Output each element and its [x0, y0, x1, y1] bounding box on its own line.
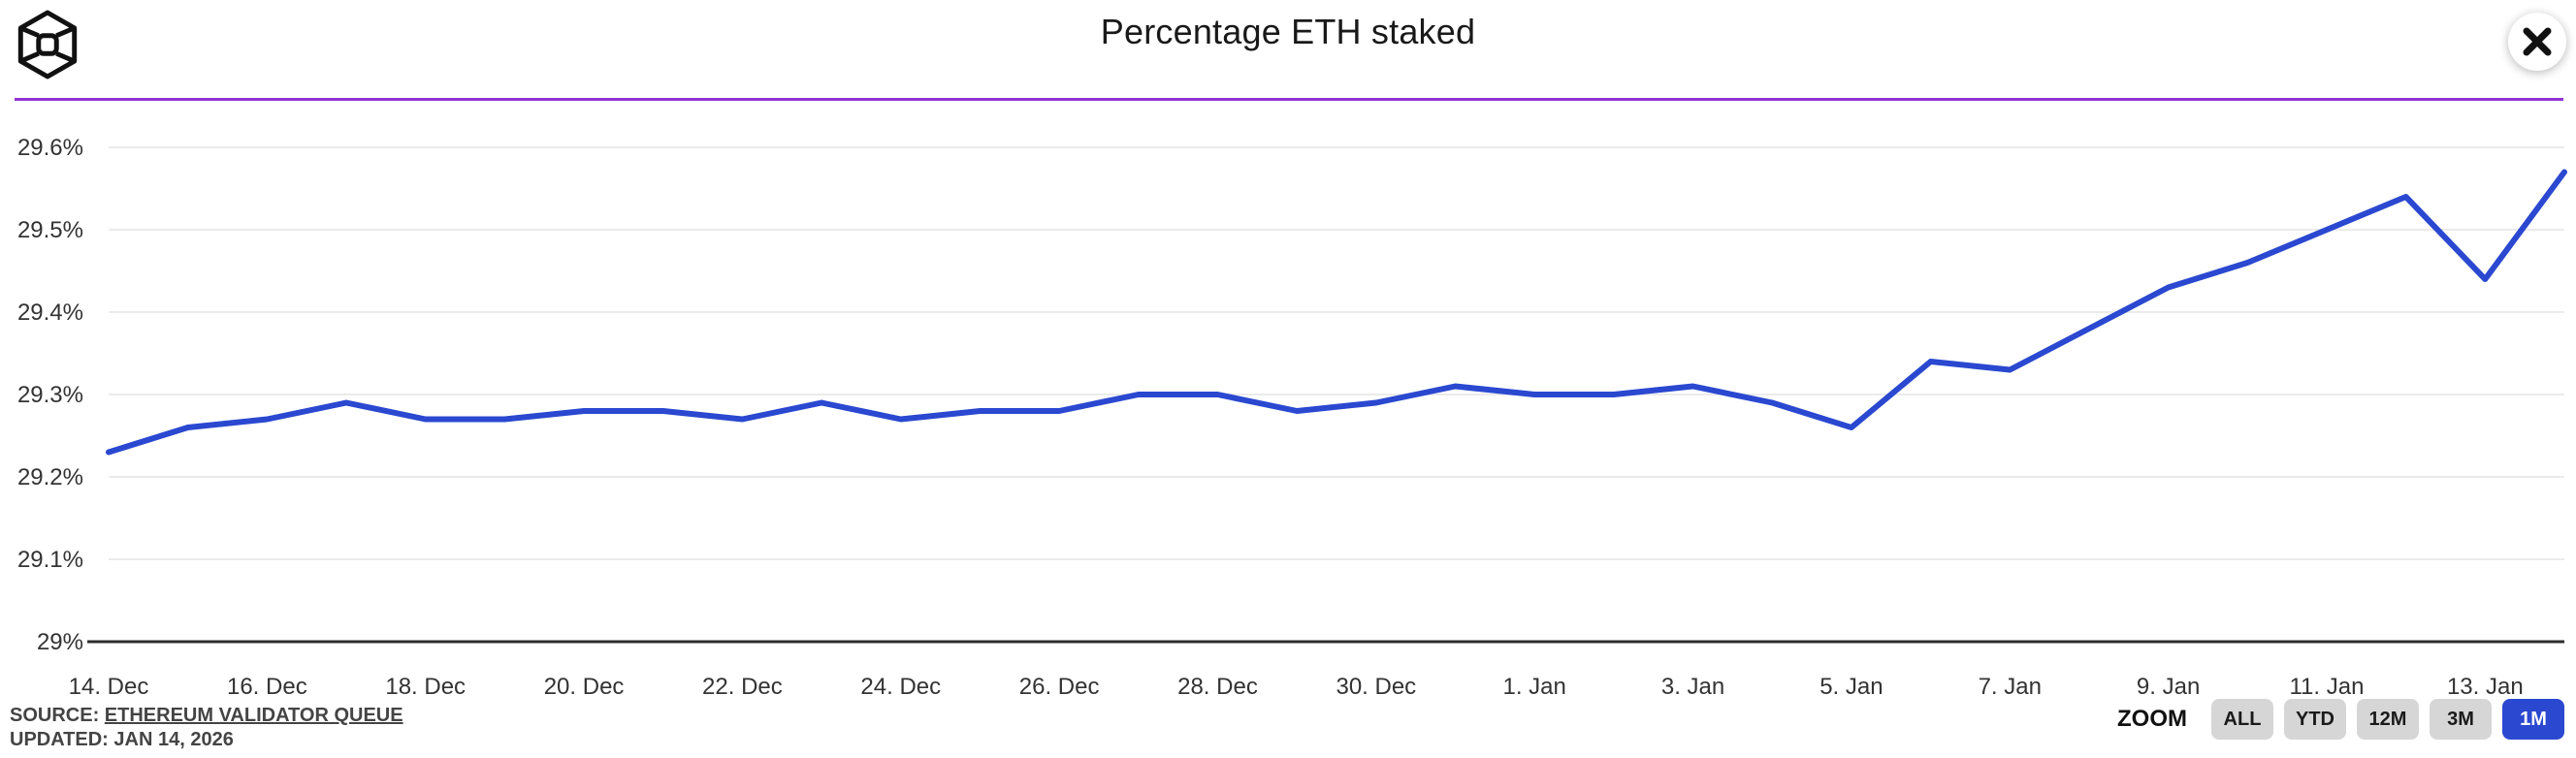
x-axis-tick-label: 22. Dec [702, 674, 783, 700]
x-axis-tick-label: 20. Dec [544, 674, 625, 700]
x-axis-tick-label: 14. Dec [69, 674, 149, 700]
y-axis-tick-label: 29.2% [17, 464, 83, 490]
y-axis-tick-label: 29.3% [17, 382, 83, 408]
zoom-button-3m[interactable]: 3M [2430, 699, 2492, 740]
source-block: SOURCE: ETHEREUM VALIDATOR QUEUE UPDATED… [10, 704, 403, 752]
zoom-button-all[interactable]: ALL [2211, 699, 2273, 740]
page-title: Percentage ETH staked [1100, 12, 1476, 51]
y-axis-tick-label: 29.6% [17, 135, 83, 161]
x-axis-tick-label: 26. Dec [1019, 674, 1100, 700]
x-axis-tick-label: 16. Dec [227, 674, 307, 700]
eth-staked-series-line [106, 169, 2567, 456]
cube-logo-icon [16, 8, 80, 81]
zoom-button-ytd[interactable]: YTD [2284, 699, 2346, 740]
x-axis-tick-label: 13. Jan [2447, 674, 2524, 700]
x-axis-tick-label: 30. Dec [1336, 674, 1416, 700]
x-axis-tick-label: 5. Jan [1819, 674, 1883, 700]
zoom-label: ZOOM [2117, 706, 2187, 732]
zoom-button-12m[interactable]: 12M [2357, 699, 2419, 740]
x-axis-tick-label: 1. Jan [1502, 674, 1565, 700]
x-axis-tick-label: 9. Jan [2137, 674, 2200, 700]
x-axis-tick-label: 3. Jan [1661, 674, 1724, 700]
zoom-bar: ZOOM ALL YTD 12M 3M 1M [2117, 699, 2564, 740]
x-axis-tick-label: 24. Dec [860, 674, 941, 700]
updated-line: UPDATED: JAN 14, 2026 [10, 729, 234, 750]
x-axis-tick-label: 7. Jan [1979, 674, 2042, 700]
x-axis-tick-label: 11. Jan [2289, 674, 2364, 700]
source-link[interactable]: ETHEREUM VALIDATOR QUEUE [104, 705, 403, 726]
x-axis-tick-label: 18. Dec [385, 674, 466, 700]
y-axis-tick-label: 29% [37, 629, 83, 655]
y-axis-tick-label: 29.1% [17, 547, 83, 573]
purple-divider [15, 98, 2563, 101]
source-line: SOURCE: ETHEREUM VALIDATOR QUEUE [10, 704, 403, 728]
y-axis-tick-label: 29.5% [17, 217, 83, 243]
y-axis-tick-label: 29.4% [17, 300, 83, 326]
close-button[interactable] [2508, 13, 2566, 71]
close-icon [2523, 27, 2552, 56]
source-prefix: SOURCE: [10, 705, 105, 726]
x-axis-tick-label: 28. Dec [1177, 674, 1258, 700]
zoom-button-1m[interactable]: 1M [2502, 699, 2564, 740]
